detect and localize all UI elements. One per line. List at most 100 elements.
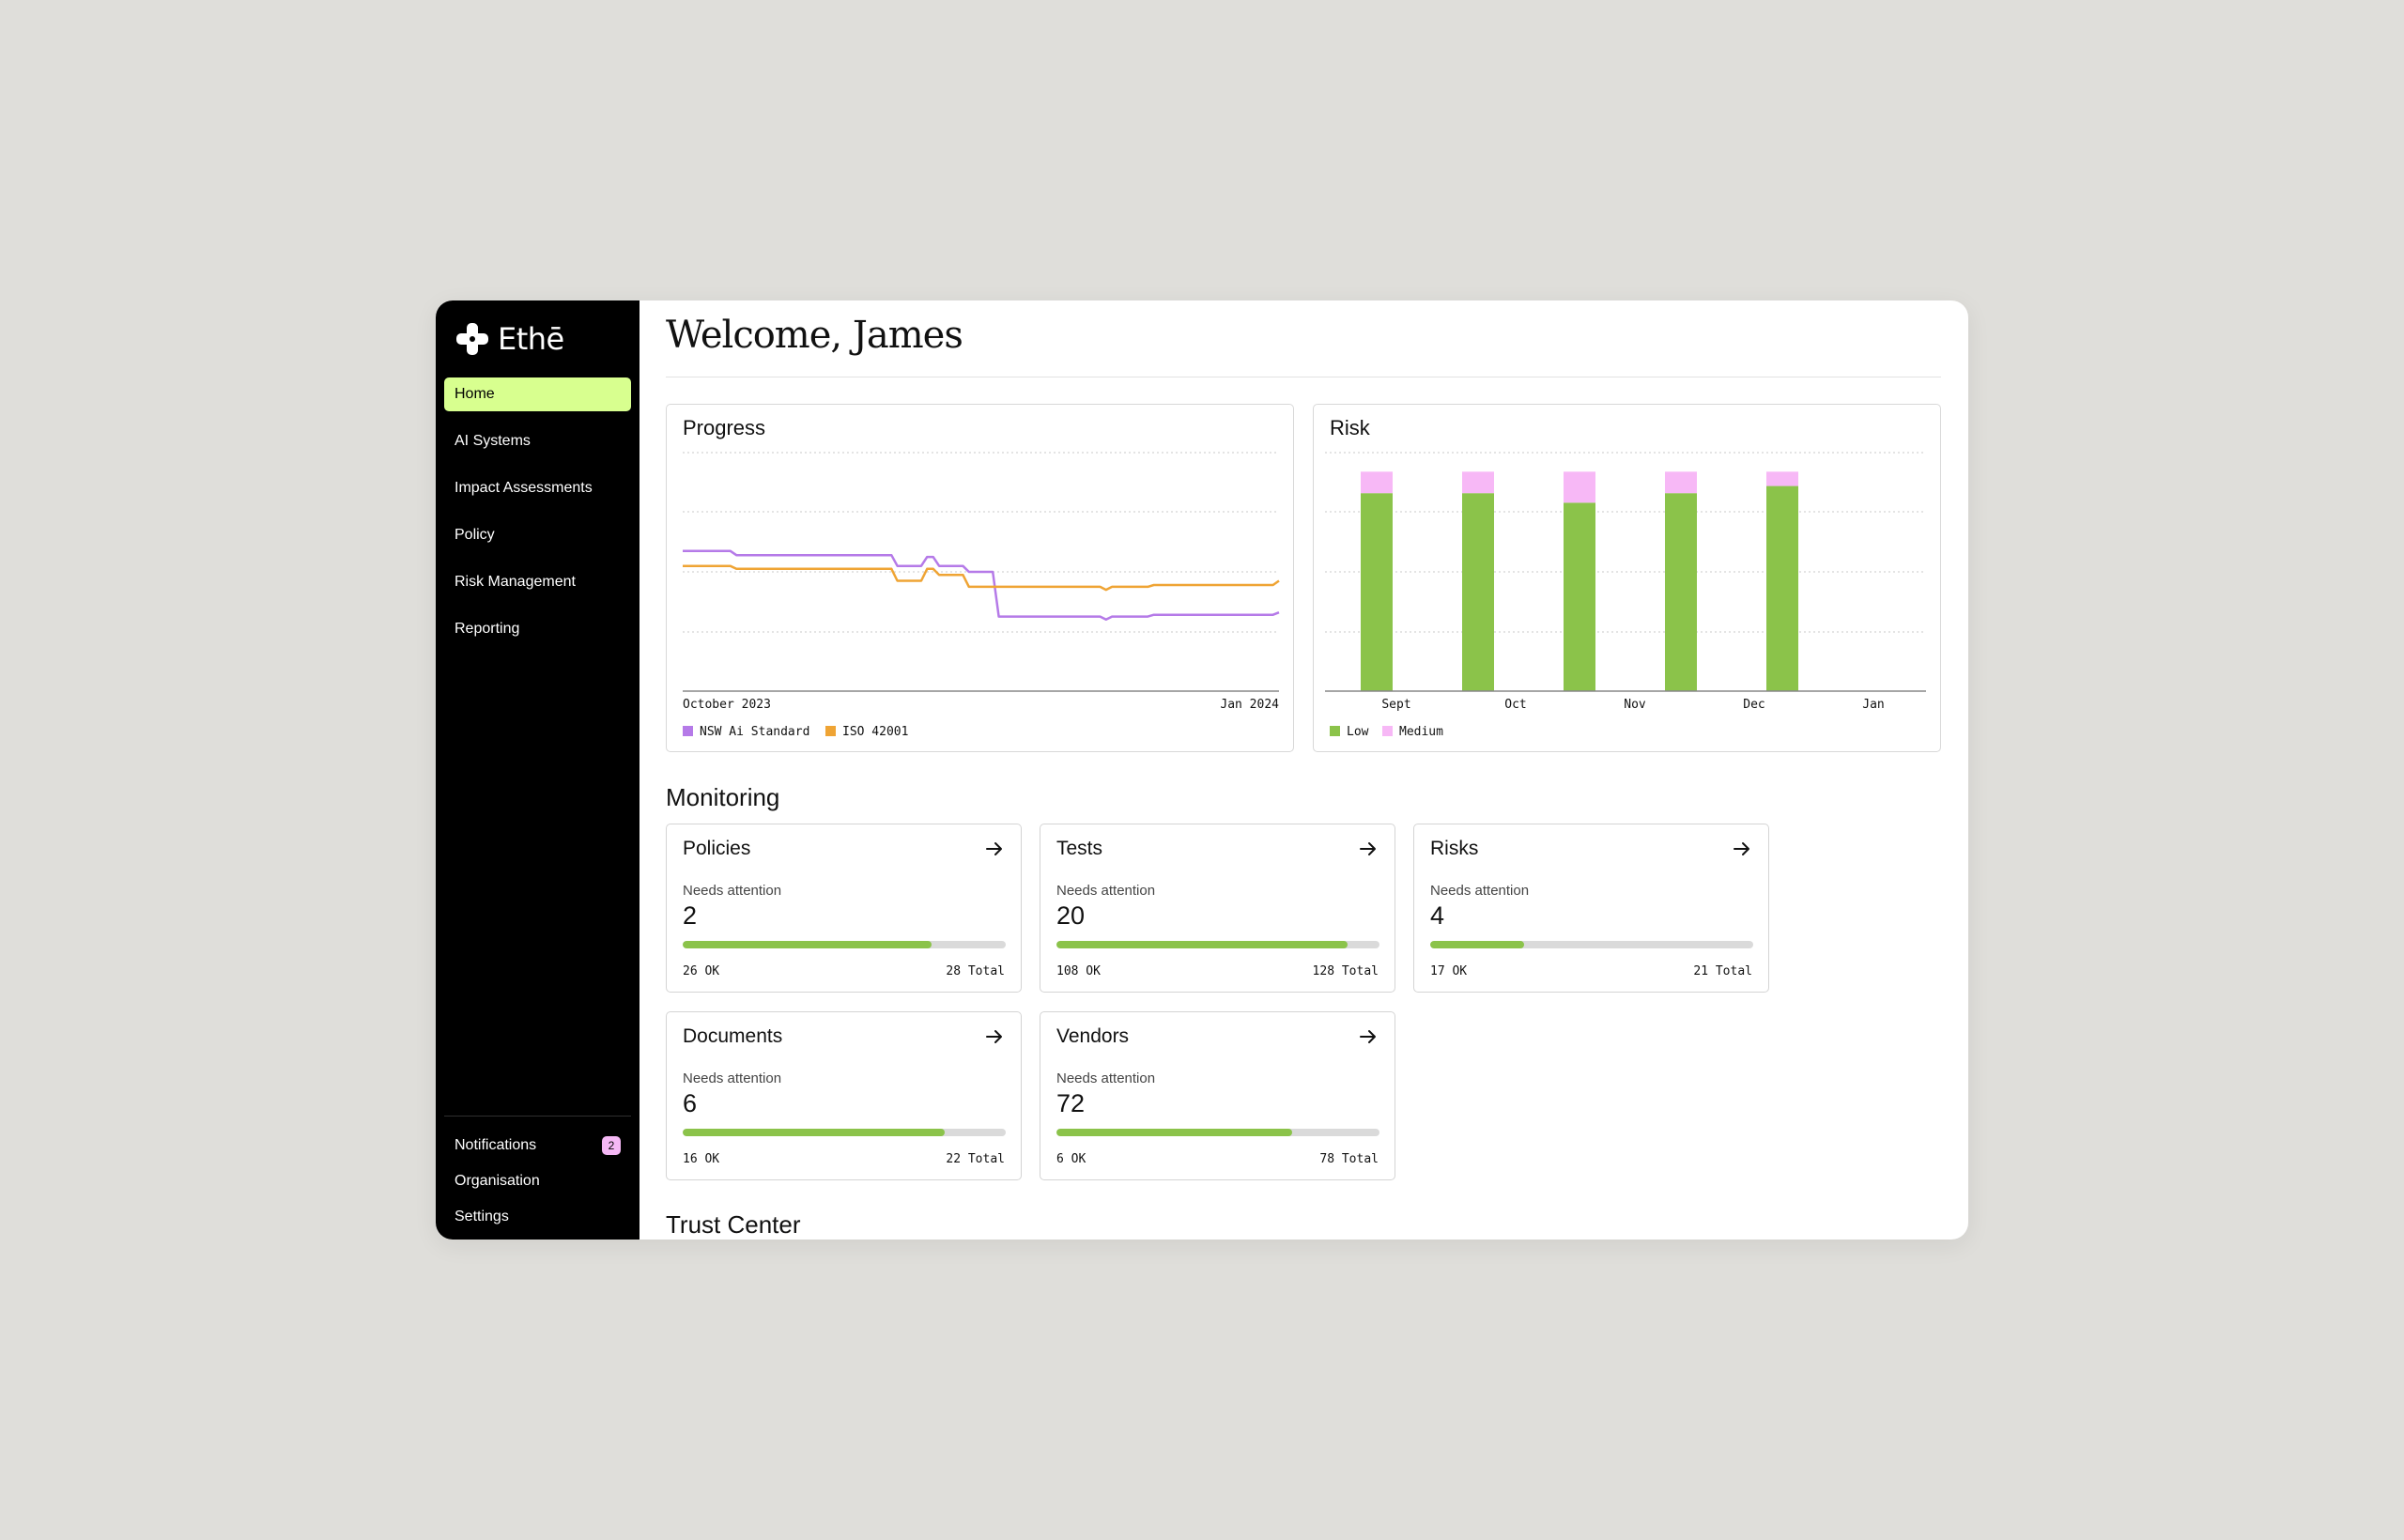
legend-swatch xyxy=(1382,726,1393,736)
progress-fill xyxy=(683,1129,945,1136)
monitoring-card-vendors[interactable]: Vendors Needs attention 72 6 OK 78 Total xyxy=(1040,1011,1395,1180)
needs-attention-count: 20 xyxy=(1056,901,1086,930)
sidebar-item-risk-management[interactable]: Risk Management xyxy=(455,574,576,590)
x-tick-label: Jan xyxy=(1862,698,1884,712)
organisation-label: Organisation xyxy=(455,1173,540,1189)
legend-label: ISO 42001 xyxy=(842,725,908,739)
sidebar-item-home[interactable]: Home xyxy=(444,377,631,411)
needs-attention-count: 6 xyxy=(683,1089,698,1117)
progress-track xyxy=(683,941,1006,948)
trust-center-heading: Trust Center xyxy=(666,1210,801,1239)
legend-swatch xyxy=(683,726,693,736)
risk-chart-card: Sept Oct Nov Dec Jan Low Medium Risk xyxy=(1313,404,1941,752)
ethe-logo-icon xyxy=(456,323,488,355)
bar-low xyxy=(1361,493,1393,691)
bar-medium xyxy=(1665,471,1697,494)
sidebar-nav: Home AI Systems Impact Assessments Polic… xyxy=(444,377,631,659)
bar-medium xyxy=(1462,471,1494,494)
progress-track xyxy=(1056,1129,1379,1136)
monitoring-card-policies[interactable]: Policies Needs attention 2 26 OK 28 Total xyxy=(666,824,1022,993)
needs-attention-count: 4 xyxy=(1430,901,1445,930)
needs-attention-label: Needs attention xyxy=(1056,883,1156,899)
progress-fill xyxy=(1056,941,1348,948)
monitoring-heading: Monitoring xyxy=(666,783,780,811)
x-tick-label-start: October 2023 xyxy=(683,698,771,712)
bar-low xyxy=(1462,493,1494,691)
ok-count: 17 OK xyxy=(1430,964,1468,978)
sidebar-item-notifications[interactable]: Notifications 2 xyxy=(444,1128,631,1163)
x-tick-label: Sept xyxy=(1381,698,1410,712)
x-tick-label: Dec xyxy=(1743,698,1764,712)
progress-track xyxy=(1056,941,1379,948)
monitoring-card-title: Risks xyxy=(1430,838,1479,859)
progress-track xyxy=(683,1129,1006,1136)
ok-count: 108 OK xyxy=(1056,964,1101,978)
series-line-iso-42001 xyxy=(683,564,1280,592)
total-count: 22 Total xyxy=(946,1152,1005,1166)
legend-label: NSW Ai Standard xyxy=(700,725,809,739)
bar-low xyxy=(1665,493,1697,691)
ok-count: 26 OK xyxy=(683,964,720,978)
progress-chart-card: October 2023 Jan 2024 NSW Ai Standard ISO 4… xyxy=(666,404,1294,752)
ok-count: 6 OK xyxy=(1056,1152,1086,1166)
bar-medium xyxy=(1564,471,1595,503)
needs-attention-count: 72 xyxy=(1056,1089,1086,1117)
arrow-right-icon[interactable] xyxy=(1357,1025,1379,1048)
sidebar-item-organisation[interactable]: Organisation xyxy=(444,1163,631,1199)
sidebar-item-policy[interactable]: Policy xyxy=(455,527,495,543)
sidebar-item-settings[interactable]: Settings xyxy=(444,1199,631,1235)
series-line-nsw-ai-standard xyxy=(683,549,1280,622)
arrow-right-icon[interactable] xyxy=(983,1025,1006,1048)
notification-count-badge: 2 xyxy=(602,1136,621,1155)
bar-medium xyxy=(1766,471,1798,486)
needs-attention-label: Needs attention xyxy=(683,1070,782,1086)
needs-attention-label: Needs attention xyxy=(683,883,782,899)
bar-low xyxy=(1766,485,1798,691)
bar-medium xyxy=(1361,471,1393,494)
legend-swatch xyxy=(1330,726,1340,736)
settings-label: Settings xyxy=(455,1209,509,1224)
x-tick-label-end: Jan 2024 xyxy=(1220,698,1279,712)
progress-chart: October 2023 Jan 2024 NSW Ai Standard ISO 4… xyxy=(683,452,1280,739)
bar-low xyxy=(1564,502,1595,691)
risk-chart-title: Risk xyxy=(1330,416,1370,439)
progress-fill xyxy=(683,941,932,948)
arrow-right-icon[interactable] xyxy=(1731,838,1753,860)
total-count: 78 Total xyxy=(1319,1152,1379,1166)
sidebar-item-reporting[interactable]: Reporting xyxy=(455,621,520,637)
legend-label: Low xyxy=(1347,725,1369,739)
legend-swatch xyxy=(825,726,836,736)
total-count: 21 Total xyxy=(1693,964,1752,978)
legend-label: Medium xyxy=(1399,725,1443,739)
progress-fill xyxy=(1056,1129,1293,1136)
monitoring-card-title: Policies xyxy=(683,838,751,859)
needs-attention-count: 2 xyxy=(683,901,698,930)
total-count: 128 Total xyxy=(1312,964,1379,978)
arrow-right-icon[interactable] xyxy=(1357,838,1379,860)
monitoring-card-title: Tests xyxy=(1056,838,1103,859)
progress-fill xyxy=(1430,941,1524,948)
arrow-right-icon[interactable] xyxy=(983,838,1006,860)
sidebar-item-impact-assessments[interactable]: Impact Assessments xyxy=(455,480,593,496)
sidebar-bottom-nav: Notifications 2 Organisation Settings xyxy=(444,1116,631,1235)
ok-count: 16 OK xyxy=(683,1152,720,1166)
monitoring-card-title: Vendors xyxy=(1056,1025,1130,1047)
monitoring-card-risks[interactable]: Risks Needs attention 4 17 OK 21 Total xyxy=(1413,824,1769,993)
page-title: Welcome, James xyxy=(666,314,963,357)
sidebar: Ethē Home AI Systems Impact Assessments … xyxy=(436,300,640,1240)
main-content: Welcome, James October 2023 Jan 2024 NSW A… xyxy=(640,300,1968,1240)
sidebar-item-ai-systems[interactable]: AI Systems xyxy=(455,433,531,449)
monitoring-card-documents[interactable]: Documents Needs attention 6 16 OK 22 Total xyxy=(666,1011,1022,1180)
monitoring-card-tests[interactable]: Tests Needs attention 20 108 OK 128 Total xyxy=(1040,824,1395,993)
risk-chart: Sept Oct Nov Dec Jan Low Medium xyxy=(1325,452,1926,739)
brand-logo[interactable]: Ethē xyxy=(455,321,564,357)
needs-attention-label: Needs attention xyxy=(1430,883,1530,899)
total-count: 28 Total xyxy=(946,964,1005,978)
progress-track xyxy=(1430,941,1753,948)
notifications-label: Notifications xyxy=(455,1137,537,1153)
x-tick-label: Oct xyxy=(1504,698,1526,712)
needs-attention-label: Needs attention xyxy=(1056,1070,1156,1086)
progress-chart-title: Progress xyxy=(683,416,766,439)
brand-name: Ethē xyxy=(498,321,564,357)
x-tick-label: Nov xyxy=(1624,698,1646,712)
